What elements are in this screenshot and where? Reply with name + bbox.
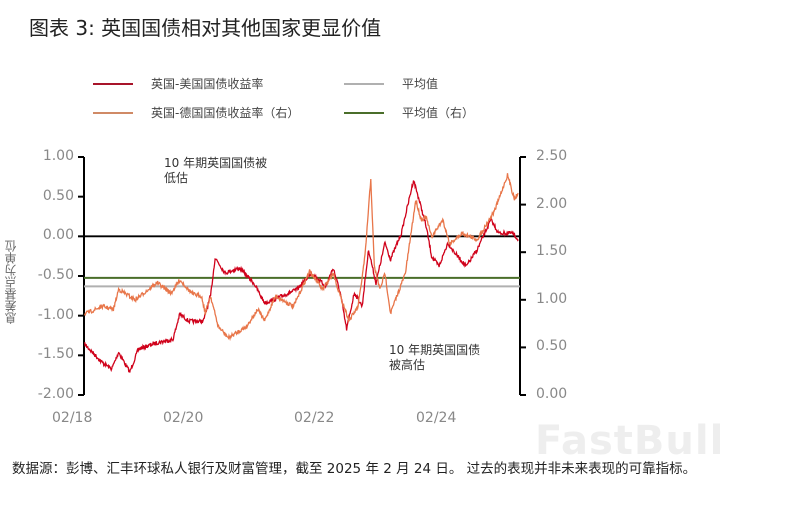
legend-label-uk-us: 英国-美国国债收益率	[151, 77, 264, 91]
chart-title: 图表 3: 英国国债相对其他国家更显价值	[29, 16, 382, 40]
series-uk-de-line	[84, 173, 519, 342]
series-uk-us-line	[84, 180, 519, 373]
left-y-tick-label: 1.00	[42, 148, 74, 164]
right-y-tick-label: 2.50	[536, 148, 568, 164]
right-y-tick-label: 1.50	[536, 243, 568, 260]
right-y-tick-label: 2.00	[536, 195, 568, 212]
x-tick-label: 02/24	[416, 410, 457, 426]
left-y-tick-label: 0.50	[42, 187, 74, 204]
source-footnote: 数据源：彭博、汇丰环球私人银行及财富管理，截至 2025 年 2 月 24 日。…	[12, 461, 697, 477]
left-y-tick-label: -0.50	[37, 267, 74, 283]
x-tick-label: 02/18	[52, 410, 93, 426]
right-y-tick-label: 1.00	[536, 290, 568, 307]
left-y-tick-label: -1.00	[37, 306, 74, 323]
left-y-tick-label: -2.00	[37, 386, 74, 402]
left-y-tick-label: 0.00	[42, 227, 74, 244]
legend-label-average: 平均值	[402, 77, 439, 91]
annotation-undervalued: 10 年期英国国债被 低估	[164, 156, 268, 185]
legend-swatch-uk-us	[93, 83, 133, 85]
legend-swatch-uk-de	[93, 112, 133, 114]
right-y-tick-label: 0.50	[536, 338, 568, 355]
legend-label-average-right: 平均值（右）	[402, 106, 475, 120]
legend-swatch-average-right	[344, 112, 384, 114]
x-tick-label: 02/20	[163, 410, 204, 426]
right-y-tick-label: 0.00	[536, 386, 568, 402]
annotation-overvalued: 10 年期英国国债 被高估	[389, 343, 481, 372]
legend-label-uk-de: 英国-德国国债收益率（右）	[151, 106, 300, 120]
legend-swatch-average	[344, 83, 384, 85]
x-tick-label: 02/22	[294, 410, 335, 426]
y-axis-label: 息差基点为单位	[4, 240, 18, 324]
watermark-logo: FastBull	[535, 418, 725, 464]
left-y-tick-label: -1.50	[37, 346, 74, 363]
